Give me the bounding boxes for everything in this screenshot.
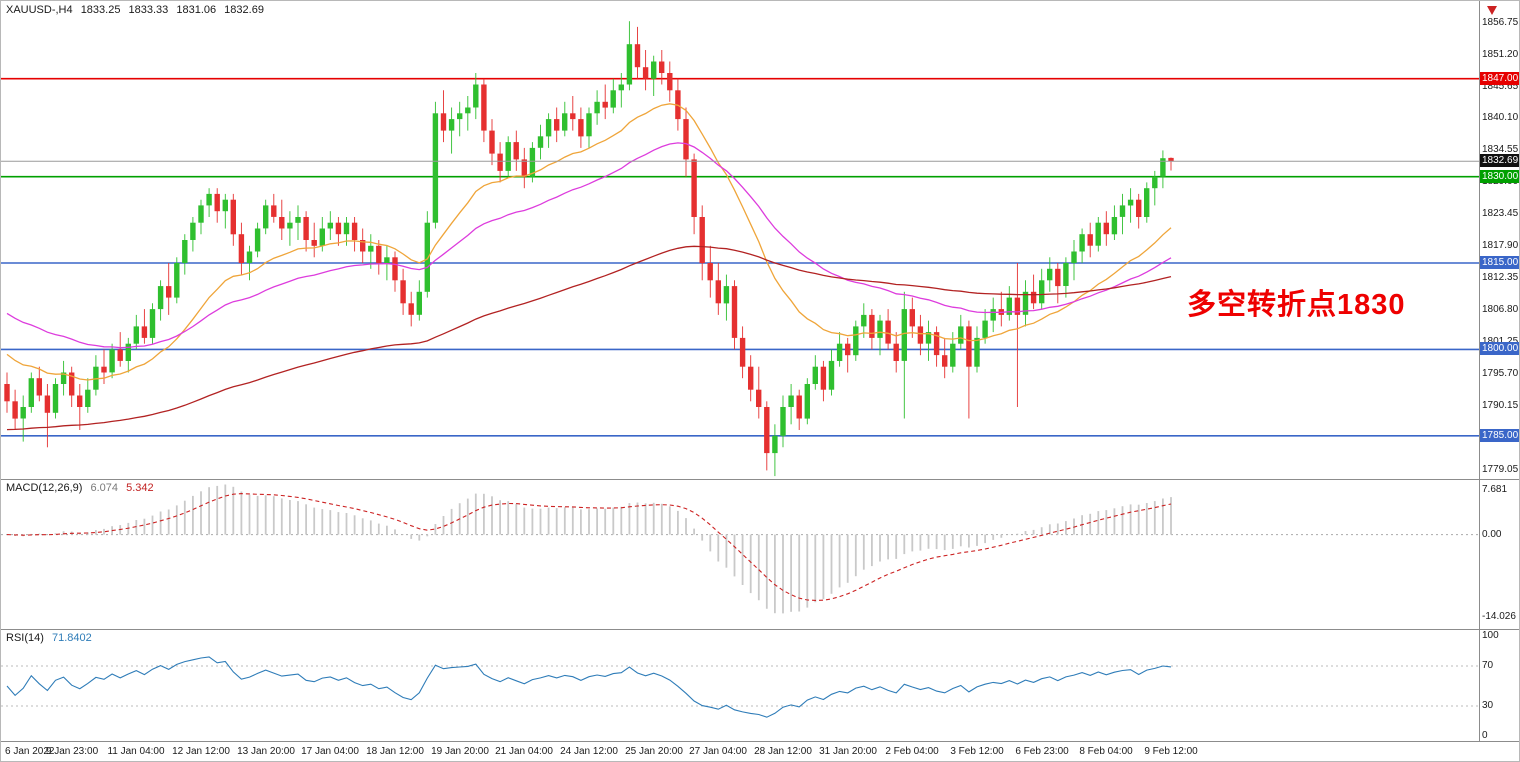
rsi-tick-label: 100: [1482, 630, 1499, 641]
macd-name: MACD(12,26,9): [6, 482, 83, 494]
macd-value-signal: 5.342: [126, 482, 154, 494]
time-tick-label: 9 Feb 12:00: [1144, 746, 1198, 757]
price-tick-label: 1801.25: [1482, 336, 1518, 347]
price-level-badge: 1785.00: [1480, 429, 1519, 442]
candles-layer: [4, 21, 1174, 477]
price-tick-label: 1851.20: [1482, 49, 1519, 60]
time-tick-label: 12 Jan 12:00: [172, 746, 230, 757]
price-tick-label: 1790.15: [1482, 400, 1519, 411]
ma-mid-line: [6, 142, 1172, 349]
symbol-period-label: XAUUSD-,H4: [6, 4, 73, 16]
rsi-tick-label: 0: [1482, 730, 1488, 741]
time-axis[interactable]: 6 Jan 2022 9 Jan 23:00 11 Jan 04:00 12 Jan …: [1, 742, 1479, 761]
price-level-badge: 1800.00: [1480, 342, 1519, 355]
ohlc-open: 1833.25: [80, 4, 121, 16]
price-level-badge: 1847.00: [1480, 72, 1519, 85]
macd-signal-line: [6, 493, 1172, 601]
macd-tick-label: 7.681: [1482, 484, 1508, 495]
price-tick-label: 1840.10: [1482, 112, 1519, 123]
time-tick-label: 27 Jan 04:00: [689, 746, 747, 757]
pane-separator[interactable]: [1, 479, 1519, 480]
price-level-badge: 1830.00: [1480, 170, 1519, 183]
annotation-text[interactable]: 多空转折点1830: [1187, 289, 1406, 321]
chart-shift-marker-icon[interactable]: [1487, 6, 1497, 15]
rsi-value: 71.8402: [51, 632, 92, 644]
rsi-line: [6, 656, 1172, 718]
time-axis-border: [1, 741, 1519, 742]
time-tick-label: 24 Jan 12:00: [560, 746, 618, 757]
macd-tick-label: -14.026: [1482, 611, 1516, 622]
time-tick-label: 17 Jan 04:00: [301, 746, 359, 757]
rsi-pane-canvas[interactable]: [1, 630, 1479, 741]
time-tick-label: 31 Jan 20:00: [819, 746, 877, 757]
main-chart-canvas[interactable]: [1, 1, 1479, 479]
price-tick-label: 1779.05: [1482, 464, 1519, 475]
price-tick-label: 1845.65: [1482, 81, 1519, 92]
time-tick-label: 11 Jan 04:00: [107, 746, 165, 757]
time-tick-label: 28 Jan 12:00: [754, 746, 812, 757]
macd-tick-label: 0.00: [1482, 529, 1502, 540]
macd-pane-canvas[interactable]: [1, 480, 1479, 629]
price-axis-border: [1479, 1, 1480, 741]
macd-value-main: 6.074: [90, 482, 119, 494]
price-tick-label: 1812.35: [1482, 272, 1519, 283]
time-tick-label: 18 Jan 12:00: [366, 746, 424, 757]
macd-indicator-label: MACD(12,26,9) 6.074 5.342: [6, 482, 159, 494]
macd-histogram: [14, 484, 1172, 614]
rsi-indicator-label: RSI(14) 71.8402: [6, 632, 97, 644]
time-tick-label: 9 Jan 23:00: [45, 746, 99, 757]
time-tick-label: 3 Feb 12:00: [950, 746, 1004, 757]
price-tick-label: 1817.90: [1482, 240, 1519, 251]
ma-slow-line: [6, 245, 1172, 431]
time-tick-label: 8 Feb 04:00: [1079, 746, 1133, 757]
ohlc-high: 1833.33: [128, 4, 169, 16]
price-level-badge: 1815.00: [1480, 256, 1519, 269]
chart-title: XAUUSD-,H4 1833.25 1833.33 1831.06 1832.…: [6, 4, 269, 16]
price-tick-label: 1834.55: [1482, 144, 1519, 155]
time-tick-label: 2 Feb 04:00: [885, 746, 939, 757]
ohlc-low: 1831.06: [176, 4, 217, 16]
time-tick-label: 25 Jan 20:00: [625, 746, 683, 757]
rsi-name: RSI(14): [6, 632, 44, 644]
rsi-tick-label: 30: [1482, 700, 1494, 711]
ohlc-close: 1832.69: [224, 4, 264, 16]
price-tick-label: 1856.75: [1482, 17, 1519, 28]
price-level-badge: 1832.69: [1480, 154, 1519, 167]
time-tick-label: 6 Feb 23:00: [1015, 746, 1069, 757]
ma-fast-line: [6, 103, 1172, 381]
price-tick-label: 1806.80: [1482, 304, 1519, 315]
rsi-tick-label: 70: [1482, 660, 1494, 671]
price-tick-label: 1823.45: [1482, 208, 1519, 219]
time-tick-label: 13 Jan 20:00: [237, 746, 295, 757]
pane-separator[interactable]: [1, 629, 1519, 630]
time-tick-label: 21 Jan 04:00: [495, 746, 553, 757]
price-tick-label: 1795.70: [1482, 368, 1519, 379]
time-tick-label: 19 Jan 20:00: [431, 746, 489, 757]
price-axis[interactable]: 1856.751851.201845.651840.101834.551829.…: [1480, 1, 1519, 741]
time-tick-label: 6 Jan 2022: [5, 746, 55, 757]
